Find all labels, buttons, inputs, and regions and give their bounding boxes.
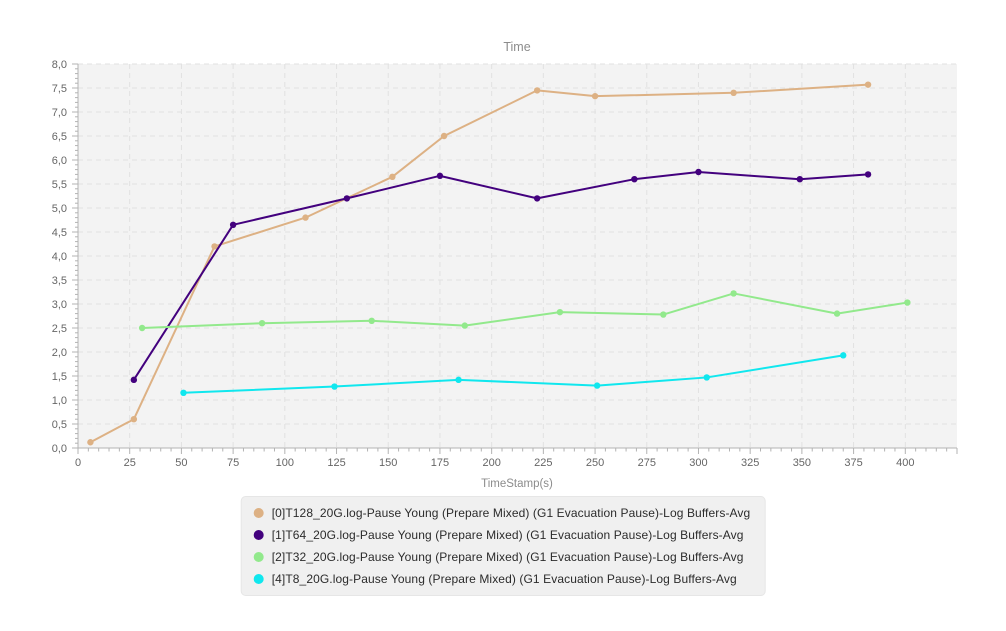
x-tick-label: 300 (689, 457, 707, 469)
y-tick-label: 5,5 (52, 179, 67, 191)
y-tick-label: 2,0 (52, 347, 67, 359)
data-point[interactable] (229, 221, 237, 228)
x-axis-label: TimeStamp(s) (481, 478, 553, 490)
data-point[interactable] (703, 374, 710, 381)
data-point[interactable] (833, 310, 841, 317)
data-point[interactable] (440, 132, 448, 140)
x-tick-label: 0 (75, 457, 81, 469)
x-tick-label: 275 (638, 457, 656, 469)
data-point[interactable] (180, 389, 187, 396)
y-tick-label: 2,5 (52, 323, 67, 335)
chart-title: Time (503, 40, 530, 54)
data-point[interactable] (343, 195, 351, 202)
data-point[interactable] (331, 383, 338, 390)
data-point[interactable] (461, 322, 468, 329)
y-tick-label: 1,5 (52, 371, 67, 383)
y-tick-label: 3,0 (52, 299, 67, 311)
x-tick-label: 225 (534, 457, 552, 469)
series-line-3 (182, 354, 845, 394)
data-point[interactable] (130, 376, 138, 384)
y-tick-label: 5,0 (52, 203, 67, 215)
data-point[interactable] (593, 382, 601, 389)
x-tick-label: 200 (482, 457, 500, 469)
legend-label: [4]T8_20G.log-Pause Young (Prepare Mixed… (271, 572, 737, 586)
legend-item-t64[interactable]: [1]T64_20G.log-Pause Young (Prepare Mixe… (253, 526, 751, 544)
data-point[interactable] (660, 311, 667, 318)
x-tick-label: 75 (227, 457, 239, 469)
series-line-0 (89, 83, 870, 444)
legend-label: [0]T128_20G.log-Pause Young (Prepare Mix… (271, 506, 751, 520)
data-point[interactable] (730, 290, 737, 297)
y-tick-label: 7,0 (52, 107, 67, 119)
x-tick-label: 50 (175, 457, 187, 469)
x-tick-label: 350 (793, 457, 811, 469)
x-tick-label: 125 (327, 457, 345, 469)
data-point[interactable] (631, 176, 638, 183)
series-marker-icon (253, 530, 264, 540)
legend-item-t128[interactable]: [0]T128_20G.log-Pause Young (Prepare Mix… (253, 504, 751, 522)
data-point[interactable] (211, 243, 218, 250)
data-point[interactable] (730, 89, 737, 97)
data-point[interactable] (533, 87, 541, 94)
data-point[interactable] (258, 320, 266, 327)
y-tick-label: 3,5 (52, 275, 67, 287)
data-point[interactable] (389, 173, 396, 180)
data-point[interactable] (864, 81, 872, 88)
x-tick-label: 375 (844, 457, 862, 469)
y-tick-label: 6,0 (52, 155, 67, 167)
data-point[interactable] (556, 308, 564, 316)
data-point[interactable] (87, 439, 94, 446)
series-marker-icon (253, 508, 264, 518)
data-point[interactable] (904, 299, 911, 306)
data-point[interactable] (864, 171, 872, 178)
x-tick-label: 250 (586, 457, 604, 469)
x-tick-label: 400 (896, 457, 914, 469)
data-point[interactable] (455, 376, 462, 384)
y-tick-label: 4,5 (52, 227, 67, 239)
y-tick-label: 4,0 (52, 251, 67, 263)
y-tick-label: 0,5 (52, 419, 67, 431)
y-tick-label: 6,5 (52, 131, 67, 143)
data-point[interactable] (130, 416, 138, 423)
x-tick-label: 175 (431, 457, 449, 469)
y-tick-label: 8,0 (52, 59, 67, 71)
series-marker-icon (253, 574, 264, 584)
legend-label: [2]T32_20G.log-Pause Young (Prepare Mixe… (271, 550, 744, 564)
legend-item-t8[interactable]: [4]T8_20G.log-Pause Young (Prepare Mixed… (253, 570, 751, 588)
chart-legend: [0]T128_20G.log-Pause Young (Prepare Mix… (240, 496, 766, 596)
y-tick-label: 0,0 (52, 443, 67, 455)
data-point[interactable] (302, 214, 309, 221)
legend-item-t32[interactable]: [2]T32_20G.log-Pause Young (Prepare Mixe… (253, 548, 751, 566)
data-point[interactable] (591, 92, 599, 100)
data-point[interactable] (436, 172, 444, 180)
data-point[interactable] (368, 317, 375, 324)
data-point[interactable] (533, 195, 541, 202)
x-tick-label: 150 (379, 457, 397, 469)
x-tick-label: 25 (124, 457, 136, 469)
data-point[interactable] (695, 168, 702, 176)
legend-label: [1]T64_20G.log-Pause Young (Prepare Mixe… (271, 528, 744, 542)
data-point[interactable] (796, 176, 804, 183)
x-tick-label: 100 (276, 457, 294, 469)
data-point[interactable] (840, 352, 847, 359)
data-point[interactable] (138, 324, 146, 332)
x-tick-label: 325 (741, 457, 759, 469)
series-marker-icon (253, 552, 264, 562)
y-tick-label: 7,5 (52, 83, 67, 95)
y-tick-label: 1,0 (52, 395, 67, 407)
